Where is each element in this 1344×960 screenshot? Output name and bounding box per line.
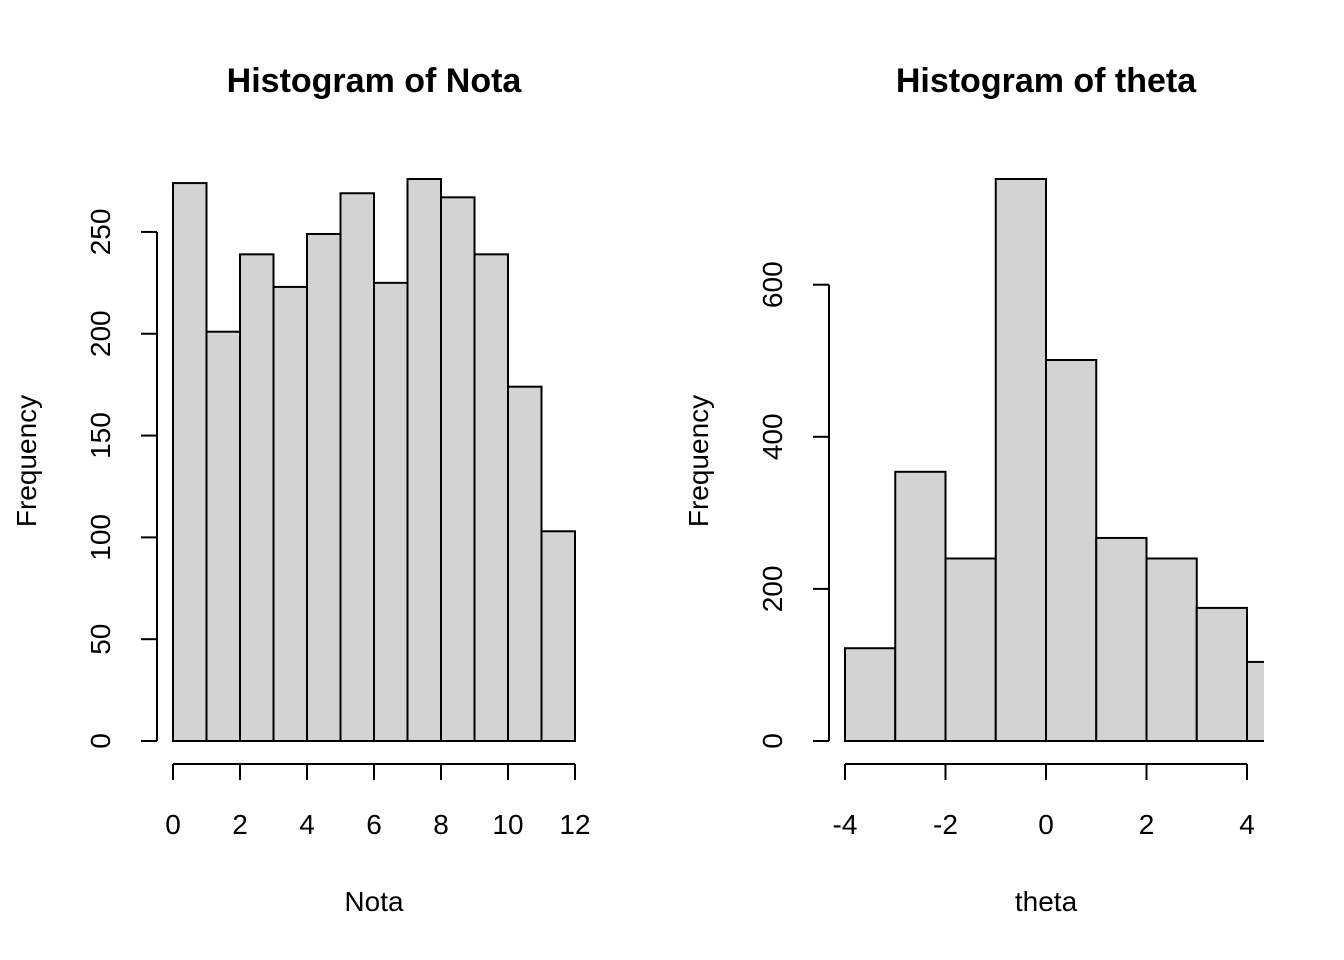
- nota-bar: [272, 285, 308, 742]
- theta-bar: [994, 178, 1047, 742]
- theta-y-tick-label: 0: [757, 733, 788, 749]
- theta-bar: [944, 557, 997, 743]
- nota-bar: [507, 385, 543, 742]
- nota-bar: [440, 196, 476, 742]
- nota-bar: [306, 232, 342, 742]
- nota-x-tick-label: 12: [559, 809, 590, 840]
- theta-bar: [844, 647, 897, 743]
- theta-bar: [894, 470, 947, 742]
- nota-y-axis: 0 50 100 150 200 250: [85, 209, 158, 749]
- nota-x-axis-label: Nota: [344, 886, 404, 917]
- nota-y-tick-label: 100: [85, 514, 116, 561]
- theta-bar: [1246, 660, 1264, 743]
- theta-y-axis-label: Frequency: [683, 395, 714, 527]
- theta-x-tick-label: 2: [1139, 809, 1155, 840]
- theta-bar: [1195, 606, 1248, 742]
- theta-y-tick-label: 400: [757, 413, 788, 460]
- nota-x-tick-label: 8: [433, 809, 449, 840]
- nota-bar: [205, 330, 241, 742]
- nota-y-axis-label: Frequency: [11, 395, 42, 527]
- theta-chart-title: Histogram of theta: [896, 62, 1197, 100]
- nota-bar: [172, 182, 208, 743]
- theta-y-tick-label: 600: [757, 261, 788, 308]
- nota-y-tick-label: 0: [85, 733, 116, 749]
- nota-bar: [339, 192, 375, 743]
- nota-bar: [373, 281, 409, 742]
- theta-x-axis: -4 -2 0 2 4: [833, 763, 1255, 840]
- nota-x-tick-label: 10: [492, 809, 523, 840]
- nota-x-tick-label: 2: [232, 809, 248, 840]
- theta-x-tick-label: 4: [1239, 809, 1255, 840]
- theta-x-tick-label: 0: [1038, 809, 1054, 840]
- theta-x-tick-label: -4: [833, 809, 858, 840]
- nota-y-tick-label: 250: [85, 209, 116, 256]
- nota-x-tick-label: 4: [299, 809, 315, 840]
- nota-bar: [406, 178, 442, 742]
- nota-y-tick-label: 150: [85, 412, 116, 459]
- theta-y-tick-label: 200: [757, 566, 788, 613]
- theta-bar: [1095, 536, 1148, 743]
- theta-bar: [1045, 358, 1098, 742]
- nota-bars: [172, 178, 576, 743]
- nota-x-axis: 0 2 4 6 8 10 12: [165, 763, 591, 840]
- theta-x-tick-label: -2: [933, 809, 958, 840]
- nota-x-tick-label: 0: [165, 809, 181, 840]
- theta-bar: [1145, 557, 1198, 743]
- nota-y-tick-label: 50: [85, 624, 116, 655]
- nota-y-tick-label: 200: [85, 310, 116, 357]
- nota-bar: [540, 530, 576, 743]
- nota-histogram-panel: Histogram of Nota Nota Frequency 0 2 4 6 8 10…: [11, 62, 591, 917]
- nota-chart-title: Histogram of Nota: [227, 62, 523, 100]
- theta-y-axis: 0 200 400 600: [757, 261, 830, 749]
- theta-bars: [844, 178, 1264, 743]
- nota-bar: [473, 253, 509, 742]
- nota-bar: [239, 253, 275, 742]
- nota-x-tick-label: 6: [366, 809, 382, 840]
- theta-histogram-panel: Histogram of theta theta Frequency -4 -2 0…: [683, 62, 1264, 917]
- theta-x-axis-label: theta: [1015, 886, 1078, 917]
